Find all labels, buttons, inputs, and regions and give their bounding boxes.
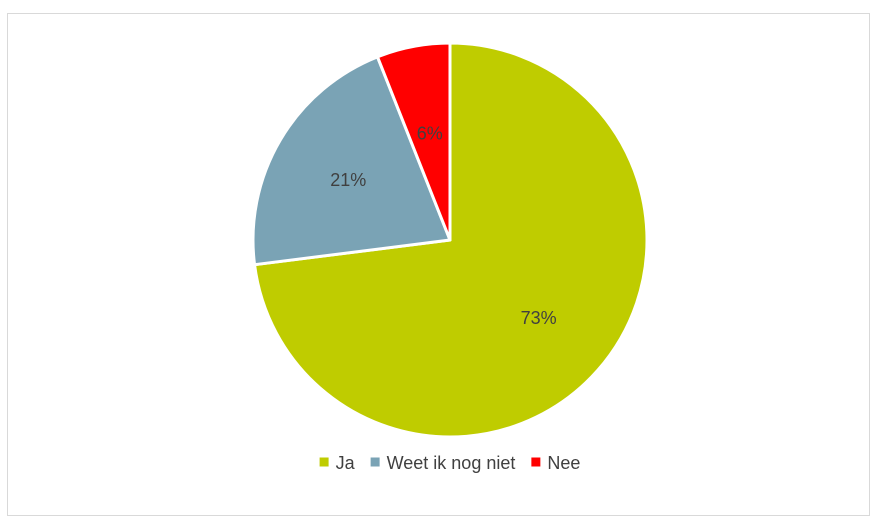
- legend-item-ja: Ja: [319, 453, 356, 473]
- legend-item-nee: Nee: [531, 453, 580, 473]
- legend-label-nee: Nee: [547, 453, 580, 473]
- value-label-weet-ik-nog-niet: 21%: [330, 170, 366, 190]
- legend-swatch-weet-ik-nog-niet: [370, 457, 380, 467]
- pie-value-labels: 73% 21% 6%: [330, 124, 556, 329]
- legend-label-ja: Ja: [336, 453, 356, 473]
- value-label-ja: 73%: [521, 308, 557, 328]
- pie-slice-weet-ik-nog-niet: [251, 55, 452, 267]
- legend-label-weet-ik-nog-niet: Weet ik nog niet: [387, 453, 516, 473]
- legend-swatch-ja: [319, 457, 329, 467]
- legend-item-weet-ik-nog-niet: Weet ik nog niet: [370, 453, 516, 473]
- value-label-nee: 6%: [417, 124, 443, 144]
- pie-slices: [251, 41, 649, 439]
- legend-swatch-nee: [531, 457, 541, 467]
- pie-slice-nee: [375, 41, 452, 242]
- legend: Ja Weet ik nog niet Nee: [319, 453, 580, 473]
